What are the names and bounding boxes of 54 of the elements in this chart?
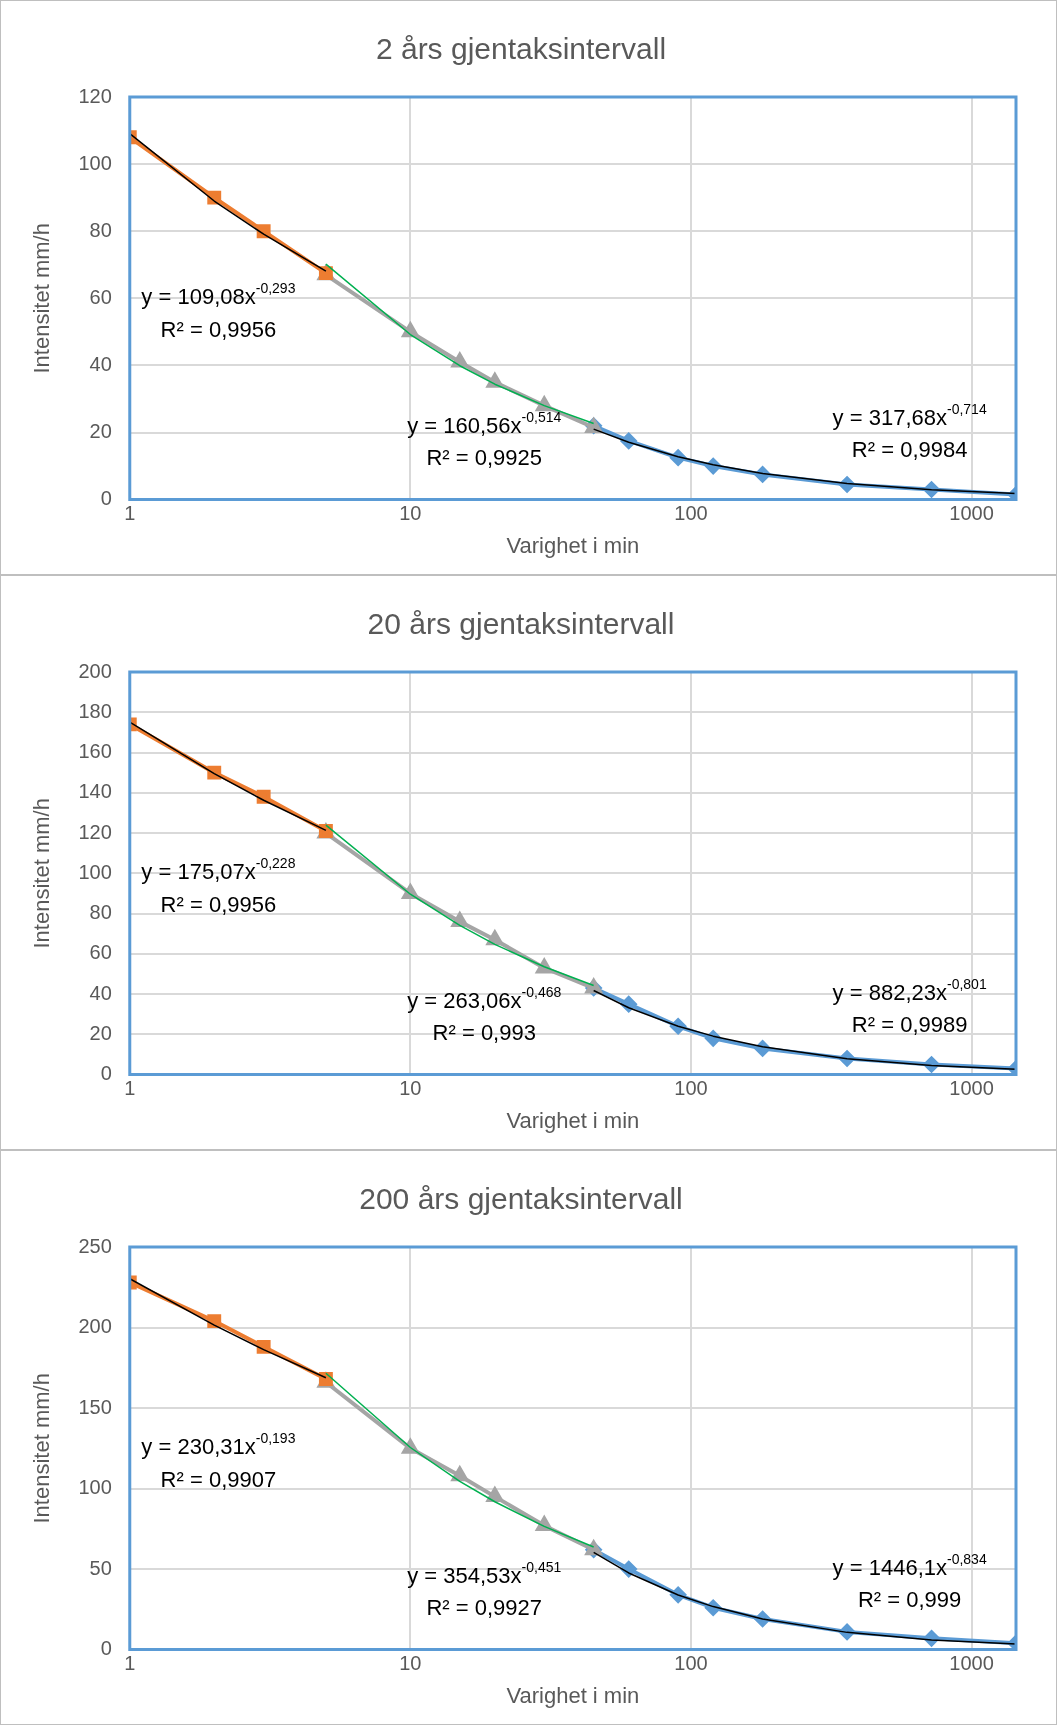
y-tick-label: 160 [78, 740, 112, 763]
y-tick-label: 250 [78, 1234, 112, 1257]
x-tick-label: 1000 [949, 1077, 994, 1100]
x-axis-title: Varighet i min [506, 1107, 640, 1133]
y-tick-label: 60 [89, 285, 112, 308]
x-tick-label: 10 [399, 1077, 422, 1100]
y-tick-label: 150 [78, 1395, 112, 1418]
chart-title: 20 års gjentaksintervall [367, 607, 675, 641]
y-tick-label: 50 [89, 1556, 112, 1579]
y-tick-label: 80 [89, 901, 112, 924]
x-tick-label: 10 [399, 502, 422, 525]
x-tick-label: 1 [124, 1652, 136, 1675]
x-tick-label: 1000 [949, 1652, 994, 1675]
y-tick-label: 200 [78, 659, 112, 682]
x-tick-label: 100 [674, 1077, 708, 1100]
annotation: R² = 0,9925 [426, 445, 543, 471]
x-tick-label: 1 [124, 502, 136, 525]
y-tick-label: 20 [89, 420, 112, 443]
y-tick-label: 0 [100, 1062, 112, 1085]
x-axis-title: Varighet i min [506, 1682, 640, 1708]
annotation: R² = 0,9984 [851, 437, 968, 463]
y-axis-title: Intensitet mm/h [29, 798, 55, 949]
y-axis-title: Intensitet mm/h [29, 1373, 55, 1524]
x-tick-label: 100 [674, 1652, 708, 1675]
y-tick-label: 120 [78, 84, 112, 107]
annotation: R² = 0,9956 [160, 891, 277, 917]
y-tick-label: 60 [89, 941, 112, 964]
y-tick-label: 100 [78, 1476, 112, 1499]
y-tick-label: 200 [78, 1315, 112, 1338]
annotation: R² = 0,9907 [160, 1466, 277, 1492]
y-tick-label: 0 [100, 1637, 112, 1660]
x-tick-label: 1000 [949, 502, 994, 525]
annotation: R² = 0,9989 [851, 1012, 968, 1038]
y-tick-label: 40 [89, 352, 112, 375]
y-tick-label: 40 [89, 981, 112, 1004]
annotation: R² = 0,9956 [160, 316, 277, 342]
y-axis-title: Intensitet mm/h [29, 223, 55, 374]
y-tick-label: 80 [89, 218, 112, 241]
chart-title: 2 års gjentaksintervall [375, 32, 667, 66]
y-tick-label: 20 [89, 1021, 112, 1044]
x-tick-label: 100 [674, 502, 708, 525]
y-tick-label: 0 [100, 487, 112, 510]
y-tick-label: 140 [78, 780, 112, 803]
x-tick-label: 1 [124, 1077, 136, 1100]
annotation: R² = 0,999 [857, 1587, 962, 1613]
y-tick-label: 180 [78, 699, 112, 722]
annotation: R² = 0,9927 [426, 1595, 543, 1621]
y-tick-label: 120 [78, 820, 112, 843]
x-axis-title: Varighet i min [506, 532, 640, 558]
y-tick-label: 100 [78, 860, 112, 883]
chart-title: 200 års gjentaksintervall [359, 1182, 683, 1216]
annotation: R² = 0,993 [432, 1020, 536, 1046]
x-tick-label: 10 [399, 1652, 422, 1675]
y-tick-label: 100 [78, 151, 112, 174]
